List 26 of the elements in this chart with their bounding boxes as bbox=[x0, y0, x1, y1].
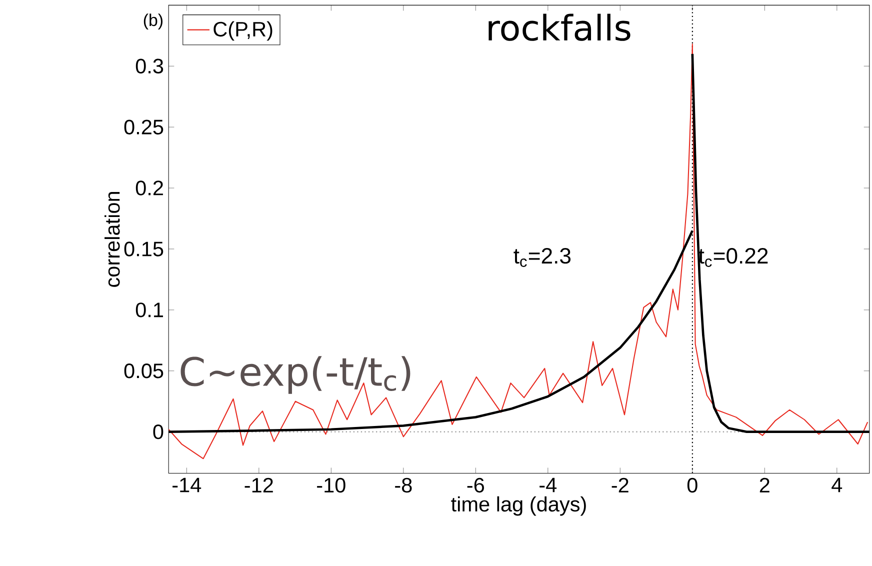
annotation: t$_{c}$=0.22 bbox=[698, 248, 768, 268]
y-axis-title: correlation bbox=[104, 192, 120, 288]
x-tick-label: 4 bbox=[832, 478, 842, 492]
y-tick-label: 0.1 bbox=[136, 302, 163, 318]
text: (b) bbox=[144, 14, 162, 30]
x-tick-label: 0 bbox=[687, 478, 698, 493]
y-tick-label: 0.15 bbox=[124, 242, 164, 257]
x-tick-label: -10 bbox=[317, 478, 346, 493]
x-axis-title: time lag (days) bbox=[451, 496, 586, 516]
x-tick-label: -4 bbox=[540, 478, 557, 492]
y-tick-label: 0 bbox=[153, 424, 164, 440]
legend-label: C(P,R) bbox=[214, 22, 272, 41]
x-tick-label: -8 bbox=[395, 478, 412, 493]
x-tick-label: -6 bbox=[467, 478, 484, 493]
x-tick-label: -14 bbox=[172, 478, 202, 492]
x-tick-label: -12 bbox=[244, 478, 273, 493]
chart-title: rockfalls bbox=[488, 14, 630, 42]
annotation: t$_{c}$=2.3 bbox=[514, 248, 571, 268]
x-tick-label: -2 bbox=[612, 478, 628, 493]
y-tick-label: 0.3 bbox=[136, 58, 164, 74]
line-series bbox=[168, 44, 868, 460]
y-tick-label: 0.2 bbox=[136, 180, 163, 196]
annotation: C~exp(-t/t$_{c}$) bbox=[180, 356, 410, 394]
y-tick-label: 0.25 bbox=[124, 120, 164, 135]
y-tick-label: 0.05 bbox=[124, 364, 164, 378]
x-tick-label: 2 bbox=[760, 478, 770, 493]
